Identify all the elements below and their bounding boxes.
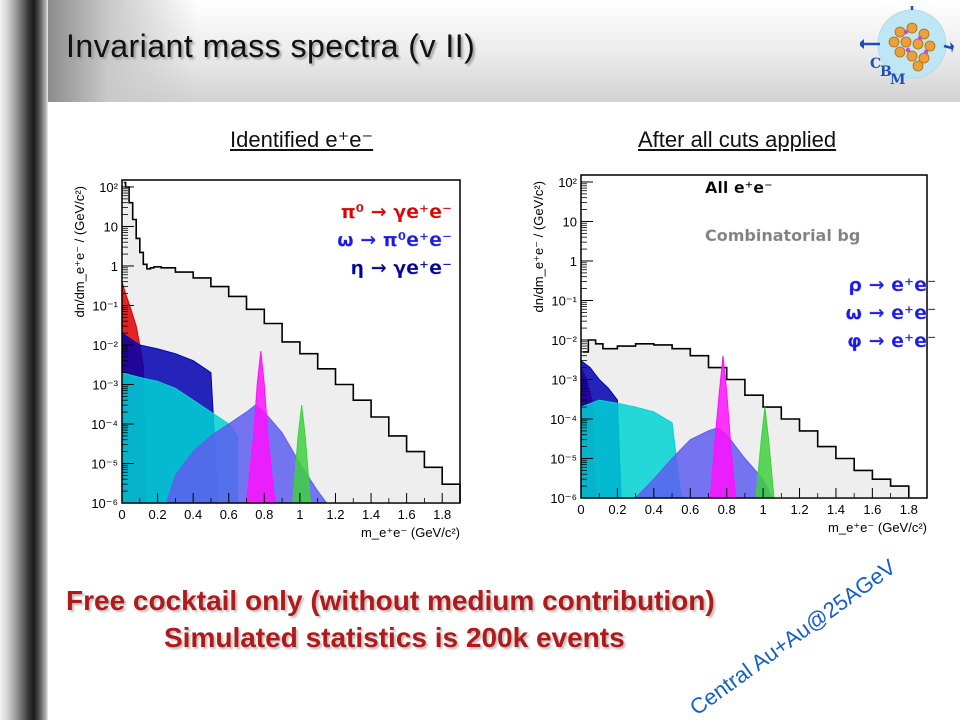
x-tick-label: 0.2 <box>149 507 167 522</box>
x-tick-label: 1.4 <box>362 507 380 522</box>
legend-entry: φ → e⁺e⁻ <box>847 330 935 352</box>
x-tick-label: 1.8 <box>433 507 451 522</box>
x-tick-label: 1 <box>296 507 303 522</box>
legend-entry: ω → π⁰e⁺e⁻ <box>337 229 452 251</box>
legend-entry: π⁰ → γe⁺e⁻ <box>341 201 452 223</box>
cbm-logo: C B M <box>860 6 954 88</box>
slide-header-band <box>48 0 960 102</box>
y-tick-label: 10⁻¹ <box>92 298 118 313</box>
x-tick-label: 0 <box>118 507 125 522</box>
x-tick-label: 0.4 <box>645 502 663 517</box>
y-tick-label: 10⁻⁴ <box>91 417 118 432</box>
y-tick-label: 1 <box>111 259 118 274</box>
legend-entry: η → γe⁺e⁻ <box>351 257 452 279</box>
series-5 <box>709 355 737 499</box>
logo-letter-m: M <box>890 72 906 88</box>
x-tick-label: 1.2 <box>326 507 344 522</box>
y-tick-label: 10⁻⁶ <box>550 491 577 506</box>
y-tick-label: 10² <box>99 180 118 195</box>
x-tick-label: 1.8 <box>900 502 918 517</box>
slide-left-bar <box>0 0 48 720</box>
y-tick-label: 10² <box>558 175 577 190</box>
y-axis-label: dn/dm_e⁺e⁻ / (GeV/c²) <box>531 181 546 313</box>
side-note: Central Au+Au@25AGeV <box>685 554 901 721</box>
y-tick-label: 10 <box>563 214 577 229</box>
chart-after-cuts: 10⁻⁶ 10⁻⁵ 10⁻⁴ 10⁻³ 10⁻² 10⁻¹ 1 10 10² 0 0.2 0.4 0.6… <box>531 174 936 535</box>
x-tick-label: 0.8 <box>718 502 736 517</box>
legend-entry: ρ → e⁺e⁻ <box>848 274 935 296</box>
plot-border <box>121 179 461 504</box>
logo-letter-c: C <box>870 56 881 72</box>
x-tick-label: 1.4 <box>827 502 845 517</box>
x-tick-label: 0 <box>577 502 584 517</box>
series-5 <box>245 351 276 504</box>
legend-entry: Combinatorial bg <box>705 226 860 245</box>
series-envelope-line <box>582 339 910 498</box>
y-tick-label: 10⁻⁶ <box>91 496 118 511</box>
y-tick-label: 1 <box>570 254 577 269</box>
y-tick-label: 10⁻³ <box>551 372 577 387</box>
y-tick-label: 10 <box>104 219 118 234</box>
x-tick-label: 1.2 <box>790 502 808 517</box>
slide-header-shade <box>48 0 198 102</box>
x-tick-label: 0.6 <box>681 502 699 517</box>
note-line-2: Simulated statistics is 200k events <box>164 622 625 653</box>
y-tick-label: 10⁻⁵ <box>91 456 118 471</box>
x-tick-label: 0.6 <box>220 507 238 522</box>
x-tick-label: 0.4 <box>184 507 202 522</box>
x-tick-label: 0.8 <box>255 507 273 522</box>
x-tick-label: 0.2 <box>608 502 626 517</box>
x-axis-label: m_e⁺e⁻ (GeV/c²) <box>361 525 460 540</box>
slide-title: Invariant mass spectra (v II) <box>66 28 476 64</box>
y-axis-label: dn/dm_e⁺e⁻ / (GeV/c²) <box>72 186 87 318</box>
chart-identified: 10⁻⁶ 10⁻⁵ 10⁻⁴ 10⁻³ 10⁻² 10⁻¹ 1 10 10² 0 0.2 0.4 0.6… <box>72 179 461 540</box>
legend-entry: ω → e⁺e⁻ <box>846 302 936 324</box>
x-tick-label: 1.6 <box>398 507 416 522</box>
y-tick-label: 10⁻⁴ <box>550 412 577 427</box>
logo-letter-b: B <box>880 64 892 80</box>
y-tick-label: 10⁻³ <box>92 377 118 392</box>
y-tick-label: 10⁻⁵ <box>550 451 577 466</box>
caption-left: Identified e⁺e⁻ <box>230 127 374 152</box>
y-tick-label: 10⁻² <box>92 338 118 353</box>
y-tick-label: 10⁻² <box>551 333 577 348</box>
note-line-1: Free cocktail only (without medium contr… <box>66 585 715 616</box>
x-axis-label: m_e⁺e⁻ (GeV/c²) <box>828 520 927 535</box>
caption-right: After all cuts applied <box>638 127 837 152</box>
x-tick-label: 1 <box>759 502 766 517</box>
series-envelope-line <box>123 181 461 503</box>
plot-border <box>580 174 928 499</box>
legend-entry: All e⁺e⁻ <box>705 178 773 197</box>
x-tick-label: 1.6 <box>863 502 881 517</box>
y-tick-label: 10⁻¹ <box>551 293 577 308</box>
